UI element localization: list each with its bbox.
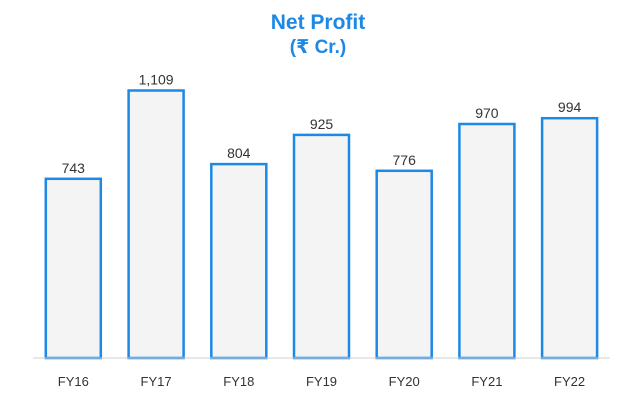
value-label-fy17: 1,109 [139, 72, 174, 88]
chart-title-block: Net Profit (₹ Cr.) [0, 10, 636, 60]
bar-fy21 [458, 122, 516, 360]
value-label-fy19: 925 [310, 116, 334, 132]
value-label-fy20: 776 [393, 152, 417, 168]
x-tick-labels-group: FY16 FY17 FY18 FY19 FY20 FY21 FY22 [58, 374, 585, 389]
x-tick-label-fy16: FY16 [58, 374, 89, 389]
bar-fy18 [210, 162, 268, 360]
bars-group [44, 89, 599, 360]
x-tick-label-fy21: FY21 [471, 374, 502, 389]
value-labels-group: 743 1,109 804 925 776 970 994 [62, 72, 582, 176]
bar-fy22 [540, 116, 599, 360]
value-label-fy18: 804 [227, 145, 251, 161]
chart-subtitle: (₹ Cr.) [289, 37, 347, 58]
x-tick-label-fy18: FY18 [223, 374, 254, 389]
value-label-fy21: 970 [475, 105, 499, 121]
x-tick-label-fy22: FY22 [554, 374, 585, 389]
x-tick-label-fy20: FY20 [389, 374, 420, 389]
value-label-fy16: 743 [62, 160, 86, 176]
value-label-fy22: 994 [558, 99, 582, 115]
bar-fy19 [292, 133, 351, 360]
x-tick-label-fy19: FY19 [306, 374, 337, 389]
x-tick-label-fy17: FY17 [141, 374, 172, 389]
chart-title: Net Profit [270, 11, 366, 34]
bar-fy16 [44, 177, 103, 360]
bar-fy20 [375, 169, 433, 360]
bar-fy17 [127, 89, 185, 360]
